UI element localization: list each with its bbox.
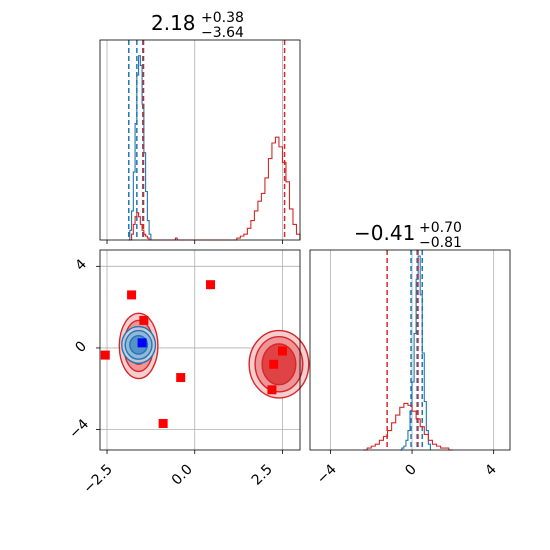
scatter-ytick-label: −4 <box>66 416 92 442</box>
marker-red <box>100 350 110 360</box>
bottom-right-title-minus: −0.81 <box>419 235 462 251</box>
marker-blue <box>137 338 147 348</box>
histogram-blue-series <box>399 255 431 451</box>
scatter-ytick-label: 0 <box>72 338 90 356</box>
marker-red <box>127 290 137 300</box>
marker-red <box>158 418 168 428</box>
marker-red <box>206 280 216 290</box>
scatter-ytick-labels: 4 0 −4 <box>66 256 92 442</box>
right-xtick-label: 4 <box>482 461 500 479</box>
scatter-xtick-label: 2.5 <box>249 462 276 489</box>
top-left-title-plus: +0.38 <box>201 10 244 26</box>
panel-frame <box>309 249 511 451</box>
panel-frame <box>99 249 301 451</box>
right-xtick-labels: −4 0 4 <box>314 461 500 487</box>
histogram-blue-series <box>128 55 152 241</box>
scatter-xtick-label: 0.0 <box>169 462 196 489</box>
bottom-right-title-value: −0.41 <box>354 221 415 245</box>
marker-red <box>176 373 186 383</box>
histogram-red-series <box>129 136 301 241</box>
scatter-xtick-labels: −2.5 0.0 2.5 <box>80 462 275 497</box>
top-left-histogram-panel <box>99 39 301 244</box>
marker-red <box>267 385 277 395</box>
top-left-title-minus: −3.64 <box>201 25 244 41</box>
histogram-red-series <box>363 402 453 451</box>
right-xtick-label: −4 <box>314 461 340 487</box>
bottom-right-histogram-panel <box>309 249 511 454</box>
marker-red <box>269 359 279 369</box>
marker-red <box>277 346 287 356</box>
bottom-right-title: −0.41 +0.70 −0.81 <box>354 220 462 251</box>
scatter-ytick-label: 4 <box>72 256 90 274</box>
bottom-right-title-plus: +0.70 <box>419 220 462 236</box>
marker-red <box>139 315 149 325</box>
contour-red <box>261 343 297 386</box>
top-left-title: 2.18 +0.38 −3.64 <box>151 10 244 41</box>
bottom-left-scatter-panel <box>96 249 310 454</box>
right-xtick-label: 0 <box>402 462 420 480</box>
top-left-title-value: 2.18 <box>151 11 196 35</box>
panel-frame <box>99 39 301 241</box>
scatter-xtick-label: −2.5 <box>80 462 115 497</box>
